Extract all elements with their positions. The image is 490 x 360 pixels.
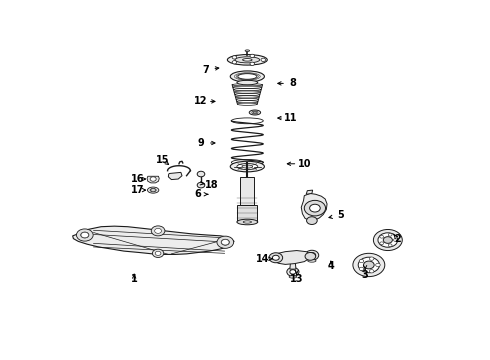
Ellipse shape [243,221,251,223]
Text: 12: 12 [194,96,208,107]
Circle shape [261,58,266,62]
Circle shape [376,263,380,267]
Polygon shape [73,226,234,255]
Text: 1: 1 [131,274,138,284]
Ellipse shape [245,50,249,51]
Circle shape [353,253,385,276]
Polygon shape [301,193,327,221]
Circle shape [250,62,254,66]
Ellipse shape [230,161,265,172]
Ellipse shape [147,187,159,193]
Circle shape [393,239,397,242]
Ellipse shape [237,219,258,225]
Polygon shape [169,172,182,180]
Circle shape [272,255,279,260]
Circle shape [250,54,254,58]
Text: 11: 11 [284,113,298,123]
Text: 16: 16 [130,174,144,184]
Circle shape [76,229,93,241]
Circle shape [388,244,392,247]
Ellipse shape [308,260,316,262]
Circle shape [150,177,156,181]
Circle shape [369,270,374,273]
Circle shape [155,251,161,255]
Circle shape [305,250,318,260]
Text: 9: 9 [197,138,204,148]
Circle shape [369,257,374,260]
Polygon shape [238,205,257,222]
Ellipse shape [249,110,261,115]
Text: 2: 2 [394,234,401,244]
Text: 4: 4 [327,261,334,271]
Circle shape [232,56,237,59]
Text: 13: 13 [290,274,303,284]
Circle shape [305,252,316,260]
Text: 7: 7 [202,64,209,75]
Circle shape [388,233,392,236]
Polygon shape [306,190,313,194]
Text: 18: 18 [204,180,218,190]
Circle shape [310,204,320,212]
Ellipse shape [252,111,258,114]
Ellipse shape [237,80,258,85]
Circle shape [307,217,317,225]
Circle shape [380,242,384,245]
Ellipse shape [253,112,256,113]
Circle shape [310,254,314,257]
Polygon shape [272,251,311,264]
Ellipse shape [235,57,260,63]
Circle shape [81,232,89,238]
Polygon shape [241,177,254,205]
Circle shape [155,228,162,233]
Circle shape [304,201,325,216]
Circle shape [287,267,299,276]
Circle shape [221,239,229,245]
Circle shape [151,226,165,236]
Circle shape [359,260,364,263]
Circle shape [383,237,392,243]
Text: 3: 3 [362,270,368,280]
Text: 17: 17 [130,185,144,195]
Ellipse shape [238,74,257,79]
Ellipse shape [227,55,267,65]
Circle shape [152,249,164,257]
Text: 14: 14 [256,254,270,264]
Ellipse shape [243,59,252,61]
Text: 5: 5 [337,210,344,220]
Circle shape [378,233,398,247]
Circle shape [373,229,402,251]
Text: 6: 6 [195,189,201,199]
Circle shape [380,235,384,238]
Text: 10: 10 [297,159,311,169]
Ellipse shape [242,165,253,168]
Circle shape [358,257,379,273]
Circle shape [217,236,234,248]
Text: 15: 15 [156,155,170,165]
Circle shape [269,253,283,263]
Circle shape [359,267,364,270]
Ellipse shape [237,163,258,170]
Circle shape [364,261,374,269]
Circle shape [197,171,205,177]
Circle shape [151,188,155,192]
Circle shape [197,183,205,188]
Polygon shape [147,176,159,183]
Ellipse shape [230,71,265,82]
Text: 8: 8 [290,78,296,89]
Circle shape [308,252,316,258]
Circle shape [232,60,237,64]
Circle shape [290,270,296,274]
Ellipse shape [289,276,297,278]
Circle shape [221,239,229,245]
Ellipse shape [150,188,156,192]
Circle shape [81,232,89,238]
Polygon shape [290,261,296,269]
